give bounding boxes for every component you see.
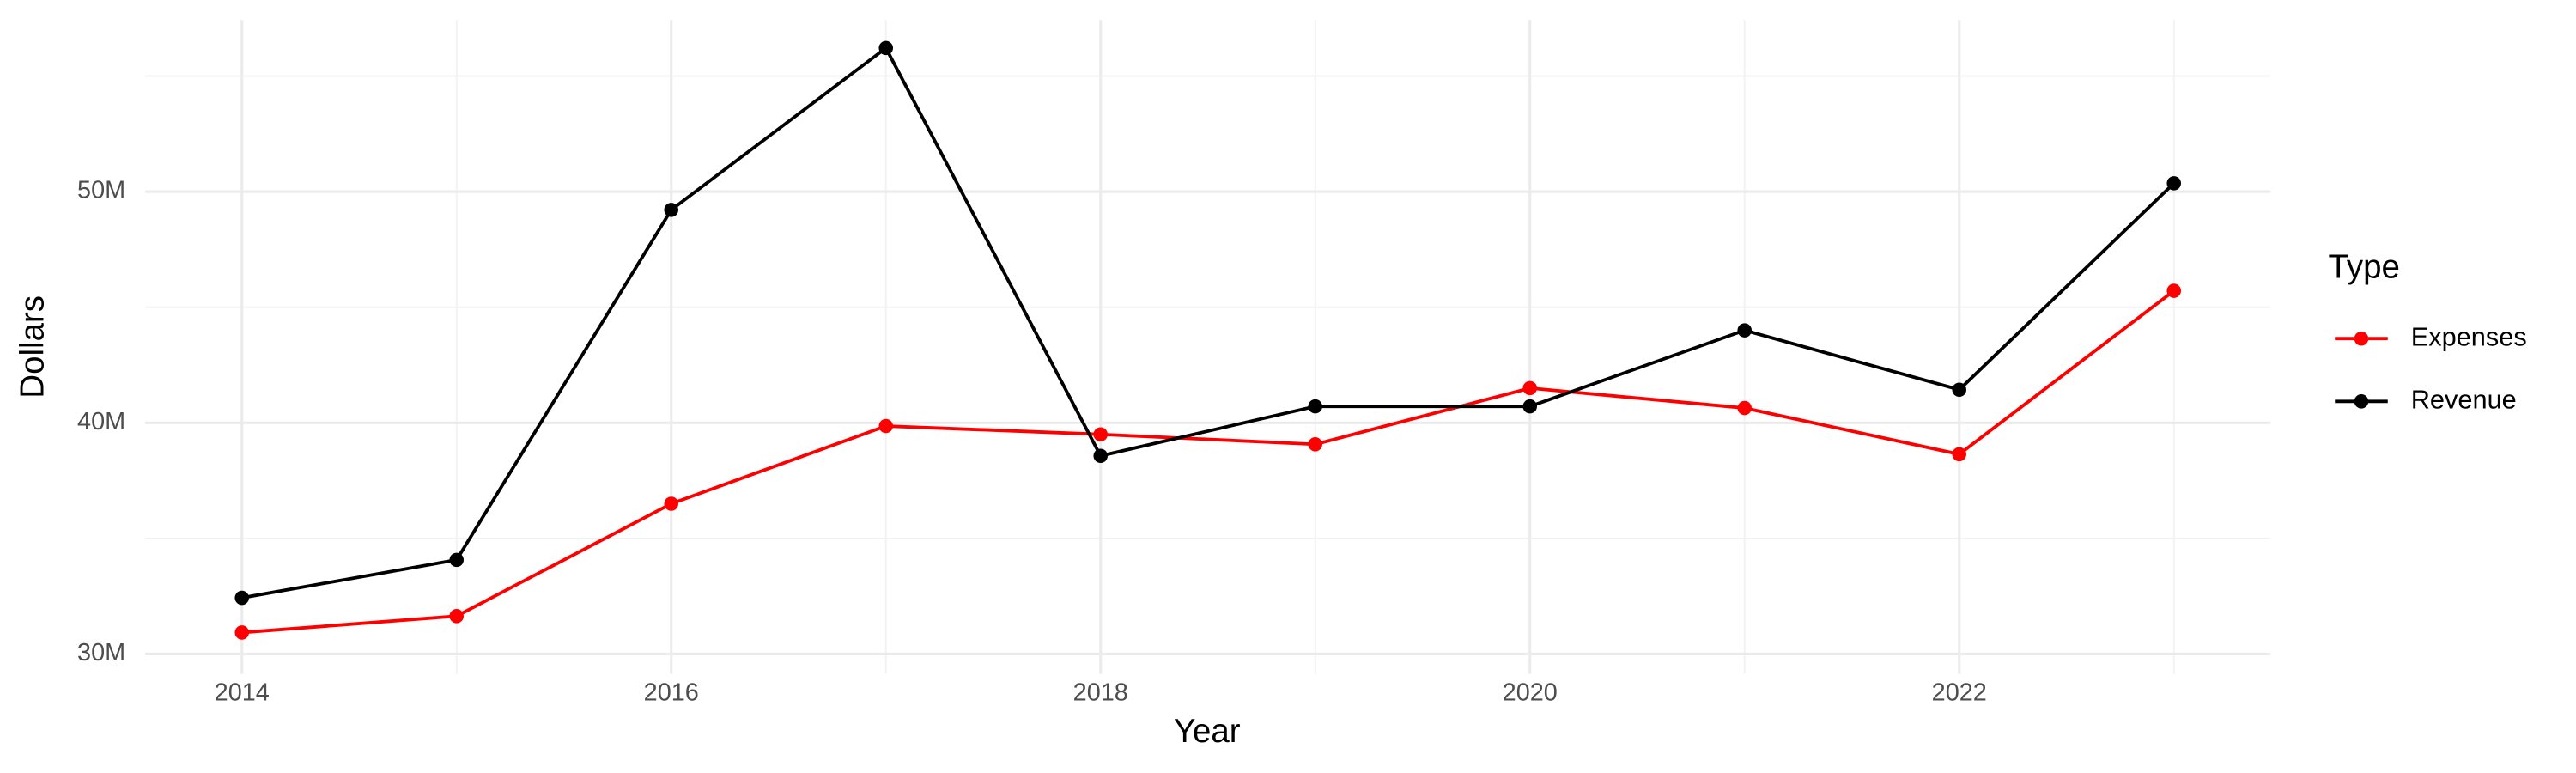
legend-label: Expenses bbox=[2411, 321, 2527, 351]
data-point bbox=[1737, 323, 1752, 338]
x-tick-label: 2014 bbox=[215, 679, 270, 706]
x-axis-title: Year bbox=[1174, 713, 1241, 750]
legend-title: Type bbox=[2329, 249, 2400, 286]
data-point bbox=[878, 418, 893, 434]
data-point bbox=[664, 203, 679, 217]
series-line bbox=[241, 289, 2175, 635]
y-tick-label: 50M bbox=[77, 177, 125, 204]
series-line bbox=[241, 46, 2176, 600]
data-point bbox=[1522, 380, 1537, 396]
data-point bbox=[878, 40, 893, 56]
data-point bbox=[664, 496, 679, 511]
x-tick-label: 2020 bbox=[1503, 679, 1558, 706]
data-point bbox=[1952, 447, 1966, 462]
data-point bbox=[449, 552, 465, 568]
data-point bbox=[234, 590, 249, 606]
data-point bbox=[2166, 176, 2181, 191]
y-tick-label: 40M bbox=[77, 408, 125, 435]
data-point bbox=[2166, 283, 2181, 298]
data-point bbox=[1093, 448, 1108, 464]
data-point bbox=[449, 609, 465, 624]
data-point bbox=[1093, 427, 1108, 442]
x-tick-label: 2016 bbox=[644, 679, 699, 706]
data-point bbox=[1522, 399, 1537, 414]
data-point bbox=[1737, 400, 1752, 416]
data-point bbox=[1952, 382, 1966, 398]
data-point bbox=[1308, 399, 1322, 414]
data-point bbox=[1308, 437, 1322, 452]
x-tick-label: 2018 bbox=[1073, 679, 1128, 706]
legend-label: Revenue bbox=[2411, 384, 2517, 414]
y-axis-title: Dollars bbox=[15, 295, 52, 399]
x-tick-label: 2022 bbox=[1932, 679, 1987, 706]
data-point bbox=[234, 625, 249, 640]
y-tick-label: 30M bbox=[77, 639, 125, 666]
legend-point bbox=[2354, 331, 2369, 346]
legend-point bbox=[2354, 394, 2369, 409]
